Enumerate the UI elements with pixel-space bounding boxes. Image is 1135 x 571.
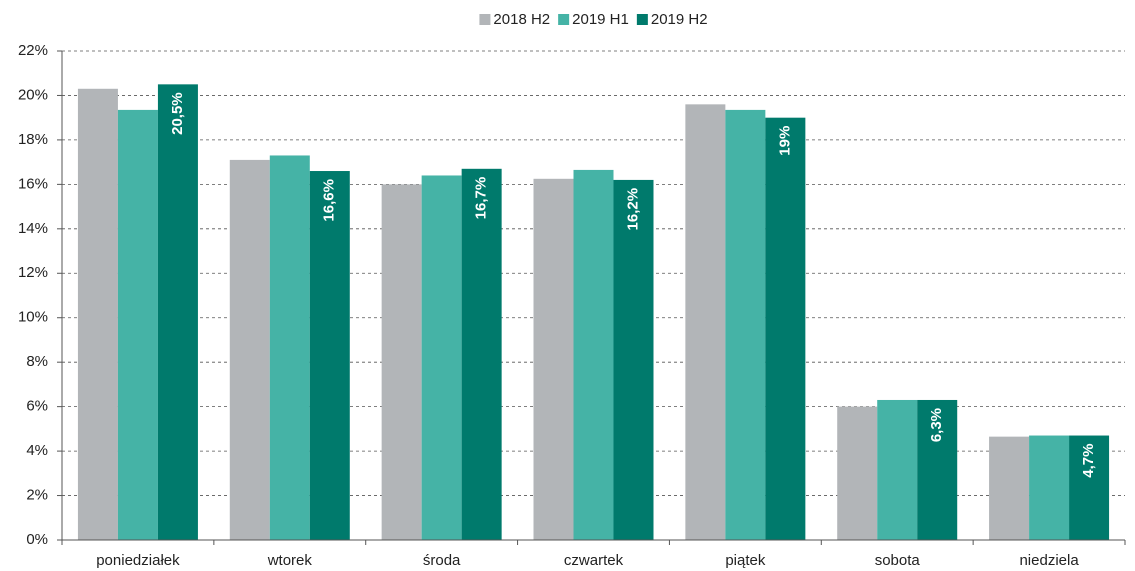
value-label: 16,2% [624, 188, 641, 231]
bar [461, 168, 502, 540]
value-label: 16,7% [473, 177, 490, 220]
x-tick-label: sobota [875, 552, 921, 569]
legend-label: 2018 H2 [493, 11, 550, 28]
bar [117, 109, 158, 540]
bar [877, 399, 918, 540]
x-tick-label: czwartek [564, 552, 624, 569]
x-tick-label: piątek [725, 552, 766, 569]
y-tick-label: 6% [26, 398, 48, 415]
legend-swatch [479, 14, 491, 25]
bar [989, 436, 1030, 540]
bar [613, 179, 654, 540]
x-tick-label: wtorek [267, 552, 313, 569]
y-tick-label: 10% [18, 309, 48, 326]
bar [77, 88, 118, 540]
bar [1029, 435, 1070, 540]
bar [725, 109, 766, 540]
legend-swatch [558, 14, 570, 25]
bar [765, 117, 806, 540]
value-label: 16,6% [321, 179, 338, 222]
y-tick-label: 8% [26, 353, 48, 370]
y-tick-label: 18% [18, 131, 48, 148]
legend-label: 2019 H2 [651, 11, 708, 28]
bar [269, 155, 310, 540]
bar [837, 406, 878, 540]
bar [157, 84, 198, 540]
bar [917, 399, 958, 540]
x-tick-label: środa [423, 552, 461, 569]
legend-swatch [636, 14, 648, 25]
value-label: 19% [776, 126, 793, 156]
x-tick-label: niedziela [1019, 552, 1079, 569]
bar [309, 171, 350, 540]
bar [685, 104, 726, 540]
y-tick-label: 20% [18, 86, 48, 103]
y-tick-label: 14% [18, 220, 48, 237]
bar [573, 169, 614, 541]
y-tick-label: 16% [18, 175, 48, 192]
bar [421, 175, 462, 541]
value-label: 6,3% [928, 408, 945, 442]
bar [229, 159, 270, 540]
y-tick-label: 0% [26, 531, 48, 548]
value-label: 4,7% [1080, 444, 1097, 478]
bar [1069, 435, 1110, 540]
y-tick-label: 2% [26, 487, 48, 504]
bar [533, 178, 574, 540]
value-label: 20,5% [169, 92, 186, 135]
y-tick-label: 22% [18, 42, 48, 59]
y-tick-label: 12% [18, 264, 48, 281]
legend-label: 2019 H1 [572, 11, 629, 28]
y-tick-label: 4% [26, 442, 48, 459]
x-tick-label: poniedziałek [96, 552, 180, 569]
bar [381, 184, 422, 540]
